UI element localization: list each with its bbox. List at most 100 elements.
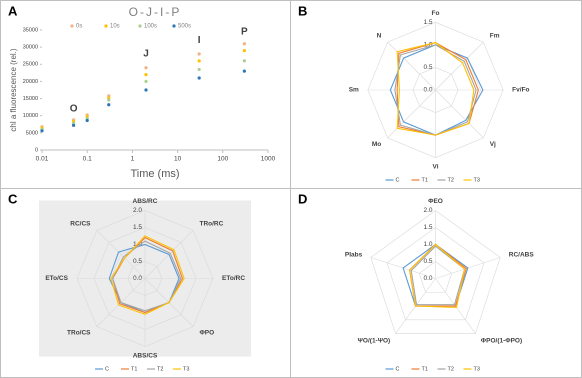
axis-label: ΦPO	[199, 330, 214, 337]
point	[242, 59, 246, 63]
y-tick-label: 30000	[23, 45, 38, 51]
series-line	[396, 42, 475, 136]
point	[242, 42, 246, 46]
series-line	[396, 42, 479, 136]
grid-ring	[418, 261, 453, 293]
spoke	[435, 89, 484, 139]
axis-label: Sm	[349, 87, 359, 94]
x-tick-label: 1	[131, 156, 135, 163]
r-tick-label: 1.5	[423, 224, 432, 231]
title: O-J-I-P	[129, 5, 182, 19]
point	[144, 72, 148, 77]
point	[107, 98, 111, 102]
point	[242, 69, 246, 73]
point	[85, 118, 89, 123]
legend-label: T2	[448, 366, 454, 372]
axis-label: TRo/RC	[199, 221, 223, 228]
r-tick-label: 1.5	[133, 224, 142, 231]
grid-ring	[386, 227, 485, 321]
series-line	[110, 235, 185, 315]
axis-label: RC/ABS	[509, 251, 535, 258]
legend-marker	[138, 24, 142, 28]
axis-label: ABS/RC	[133, 198, 158, 205]
annotation: I	[198, 35, 201, 46]
y-tick-label: 25000	[23, 62, 38, 68]
axis-label: ETo/CS	[45, 275, 68, 282]
y-tick-label: 20000	[23, 79, 38, 85]
legend-label: T1	[131, 366, 137, 372]
y-tick-label: 5000	[26, 130, 38, 136]
axis-label: Vj	[490, 141, 496, 148]
x-tick-label: 10	[174, 156, 182, 163]
y-tick-label: 35000	[23, 27, 38, 33]
annotation: O	[70, 103, 78, 114]
series-line	[410, 245, 466, 306]
point	[197, 76, 201, 80]
point	[107, 103, 111, 107]
series-line	[409, 243, 466, 308]
panel-frame	[290, 188, 582, 378]
point	[144, 66, 148, 70]
axis-label: ABS/CS	[133, 352, 158, 359]
legend-label: C	[396, 177, 400, 183]
spoke	[435, 41, 484, 91]
legend-label: T1	[422, 366, 428, 372]
legend-label: T2	[448, 177, 454, 183]
x-axis-label: Time (ms)	[130, 168, 179, 180]
point	[40, 129, 44, 133]
y-tick-label: 10000	[23, 113, 38, 119]
panel-label: B	[298, 3, 307, 18]
legend-marker	[172, 24, 176, 28]
point	[144, 79, 148, 84]
panel-label: C	[8, 191, 18, 206]
legend-label: T2	[157, 366, 163, 372]
point	[197, 67, 201, 72]
series-line	[112, 240, 182, 312]
axis-label: RC/CS	[70, 221, 91, 228]
r-tick-label: 2.0	[423, 207, 432, 214]
axis-label: Vi	[432, 163, 438, 170]
panel-frame	[290, 0, 582, 189]
axis-label: Fv/Fo	[512, 87, 529, 94]
annotation: P	[241, 26, 248, 37]
r-tick-label: 1.5	[423, 19, 432, 26]
r-tick-label: 1.0	[423, 241, 432, 248]
axis-label: Fo	[432, 10, 440, 17]
legend-label: T3	[183, 366, 189, 372]
axis-label: Mo	[372, 141, 381, 148]
legend-marker	[70, 24, 74, 28]
point	[197, 52, 201, 56]
axis-label: Fm	[490, 32, 500, 39]
legend-label: 10s	[110, 24, 120, 30]
legend-label: 500s	[178, 24, 191, 30]
r-tick-label: 0.5	[423, 64, 432, 71]
legend-marker	[104, 24, 108, 28]
x-tick-label: 100	[217, 156, 228, 163]
legend-label: C	[396, 366, 400, 372]
axis-label: ΦPO/(1-ΦPO)	[481, 338, 522, 345]
axis-label: ΨO/(1-ΨO)	[358, 338, 391, 345]
annotation: J	[143, 49, 149, 60]
point	[144, 88, 148, 92]
y-axis-label: chl a fluorescence (rel.)	[9, 48, 18, 131]
legend-label: T1	[422, 177, 428, 183]
r-tick-label: 0.0	[423, 275, 432, 282]
axis-label: N	[377, 32, 382, 39]
spoke	[96, 230, 146, 279]
series-line	[409, 243, 467, 307]
y-tick-label: 15000	[23, 96, 38, 102]
axis-label: ΦEO	[428, 198, 443, 205]
r-tick-label: 0.5	[133, 258, 142, 265]
x-tick-label: 0.01	[36, 156, 49, 163]
x-tick-label: 0.1	[83, 156, 92, 163]
axis-label: ETo/RC	[222, 275, 245, 282]
spoke	[387, 41, 436, 91]
legend-label: T3	[474, 366, 480, 372]
point	[242, 48, 246, 53]
panel-label: A	[8, 3, 18, 18]
r-tick-label: 2.0	[133, 207, 142, 214]
axis-label: PIabs	[345, 251, 363, 258]
panel-label: D	[298, 191, 307, 206]
axis-label: TRo/CS	[67, 330, 91, 337]
